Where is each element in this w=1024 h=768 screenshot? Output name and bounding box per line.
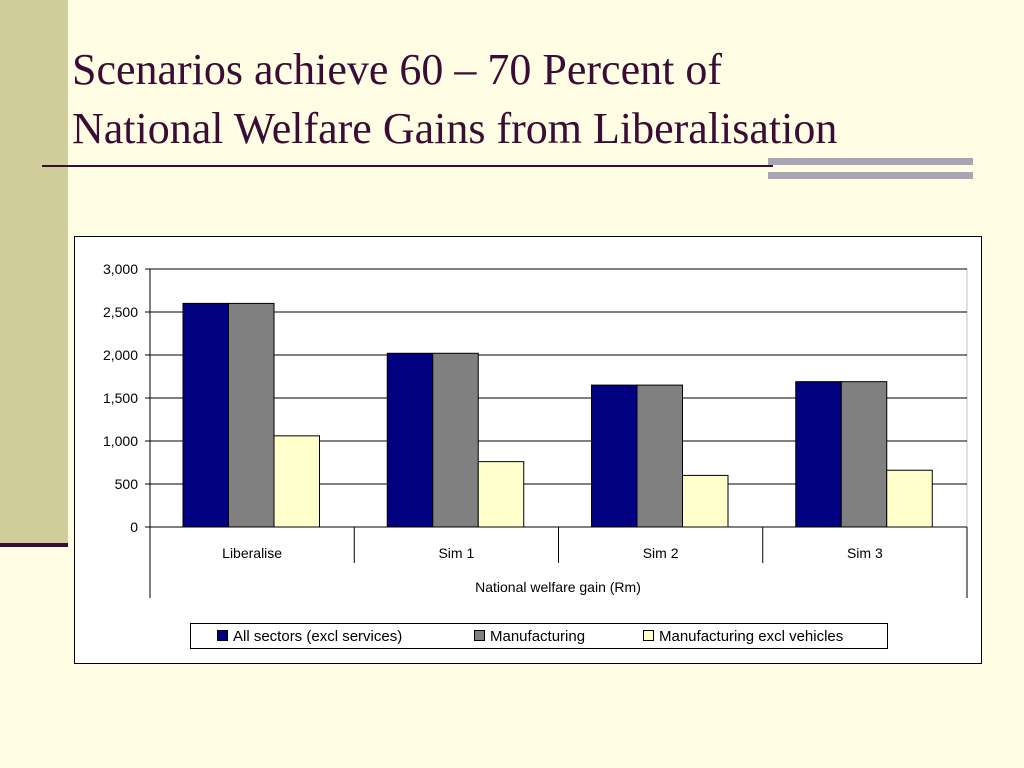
left-decorative-band xyxy=(0,0,68,545)
legend-item-manufacturing: Manufacturing xyxy=(474,628,585,645)
bar-series-1-liberalise xyxy=(228,302,275,528)
legend-item-manufacturing-excl-vehicles: Manufacturing excl vehicles xyxy=(643,628,843,645)
bar-series-1-sim-2 xyxy=(636,384,683,528)
title-underline xyxy=(42,165,773,167)
legend-label-manufacturing: Manufacturing xyxy=(490,628,586,645)
bar-series-0-sim-3 xyxy=(795,381,842,528)
bar-series-2-sim-3 xyxy=(886,469,933,528)
accent-bar-bottom xyxy=(768,172,973,179)
bar-series-0-liberalise xyxy=(182,302,229,528)
y-tick-label: 500 xyxy=(115,476,139,492)
bar-series-2-liberalise xyxy=(273,435,320,528)
x-category-label: Liberalise xyxy=(222,545,282,561)
title-line-1: Scenarios achieve 60 – 70 Percent of xyxy=(72,45,722,94)
accent-bar-top xyxy=(768,158,973,165)
x-category-label: Sim 3 xyxy=(847,545,883,561)
x-category-label: Sim 1 xyxy=(438,545,474,561)
y-tick-label: 1,000 xyxy=(103,433,138,449)
bar-series-0-sim-2 xyxy=(591,384,638,528)
bar-series-2-sim-2 xyxy=(682,474,729,528)
y-tick-label: 2,000 xyxy=(103,347,138,363)
y-tick-label: 3,000 xyxy=(103,261,138,277)
legend-swatch-manufacturing-excl-vehicles xyxy=(643,630,654,641)
legend-swatch-manufacturing xyxy=(474,630,485,641)
bar-series-1-sim-1 xyxy=(432,352,479,528)
legend-label-all-sectors: All sectors (excl services) xyxy=(233,628,403,645)
legend-label-manufacturing-excl-vehicles: Manufacturing excl vehicles xyxy=(659,628,844,645)
title-line-2: National Welfare Gains from Liberalisati… xyxy=(72,104,838,153)
bar-series-0-sim-1 xyxy=(386,352,434,528)
legend-swatch-all-sectors xyxy=(217,630,228,641)
slide-title: Scenarios achieve 60 – 70 Percent of Nat… xyxy=(72,40,1012,158)
left-band-rule xyxy=(0,543,68,547)
y-tick-label: 1,500 xyxy=(103,390,138,406)
bars xyxy=(182,302,933,528)
y-tick-label: 2,500 xyxy=(103,304,138,320)
bar-series-2-sim-1 xyxy=(477,461,525,528)
y-tick-label: 0 xyxy=(130,519,138,535)
axes: 0 500 1,000 1,500 2,000 2,500 3,000 Liberalise S… xyxy=(103,261,968,598)
chart-legend: All sectors (excl services) Manufacturin… xyxy=(190,623,888,649)
legend-item-all-sectors: All sectors (excl services) xyxy=(217,628,402,645)
bar-series-1-sim-3 xyxy=(840,381,888,528)
x-axis-label: National welfare gain (Rm) xyxy=(475,579,641,595)
x-category-label: Sim 2 xyxy=(643,545,679,561)
